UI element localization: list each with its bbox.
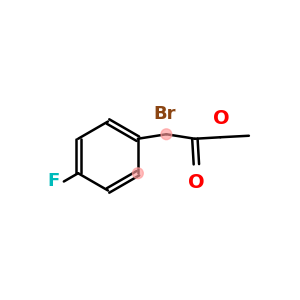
Text: F: F [47,172,59,190]
Circle shape [161,129,172,140]
Text: Br: Br [154,105,176,123]
Text: O: O [213,109,229,128]
Circle shape [133,168,143,179]
Text: O: O [188,173,205,192]
